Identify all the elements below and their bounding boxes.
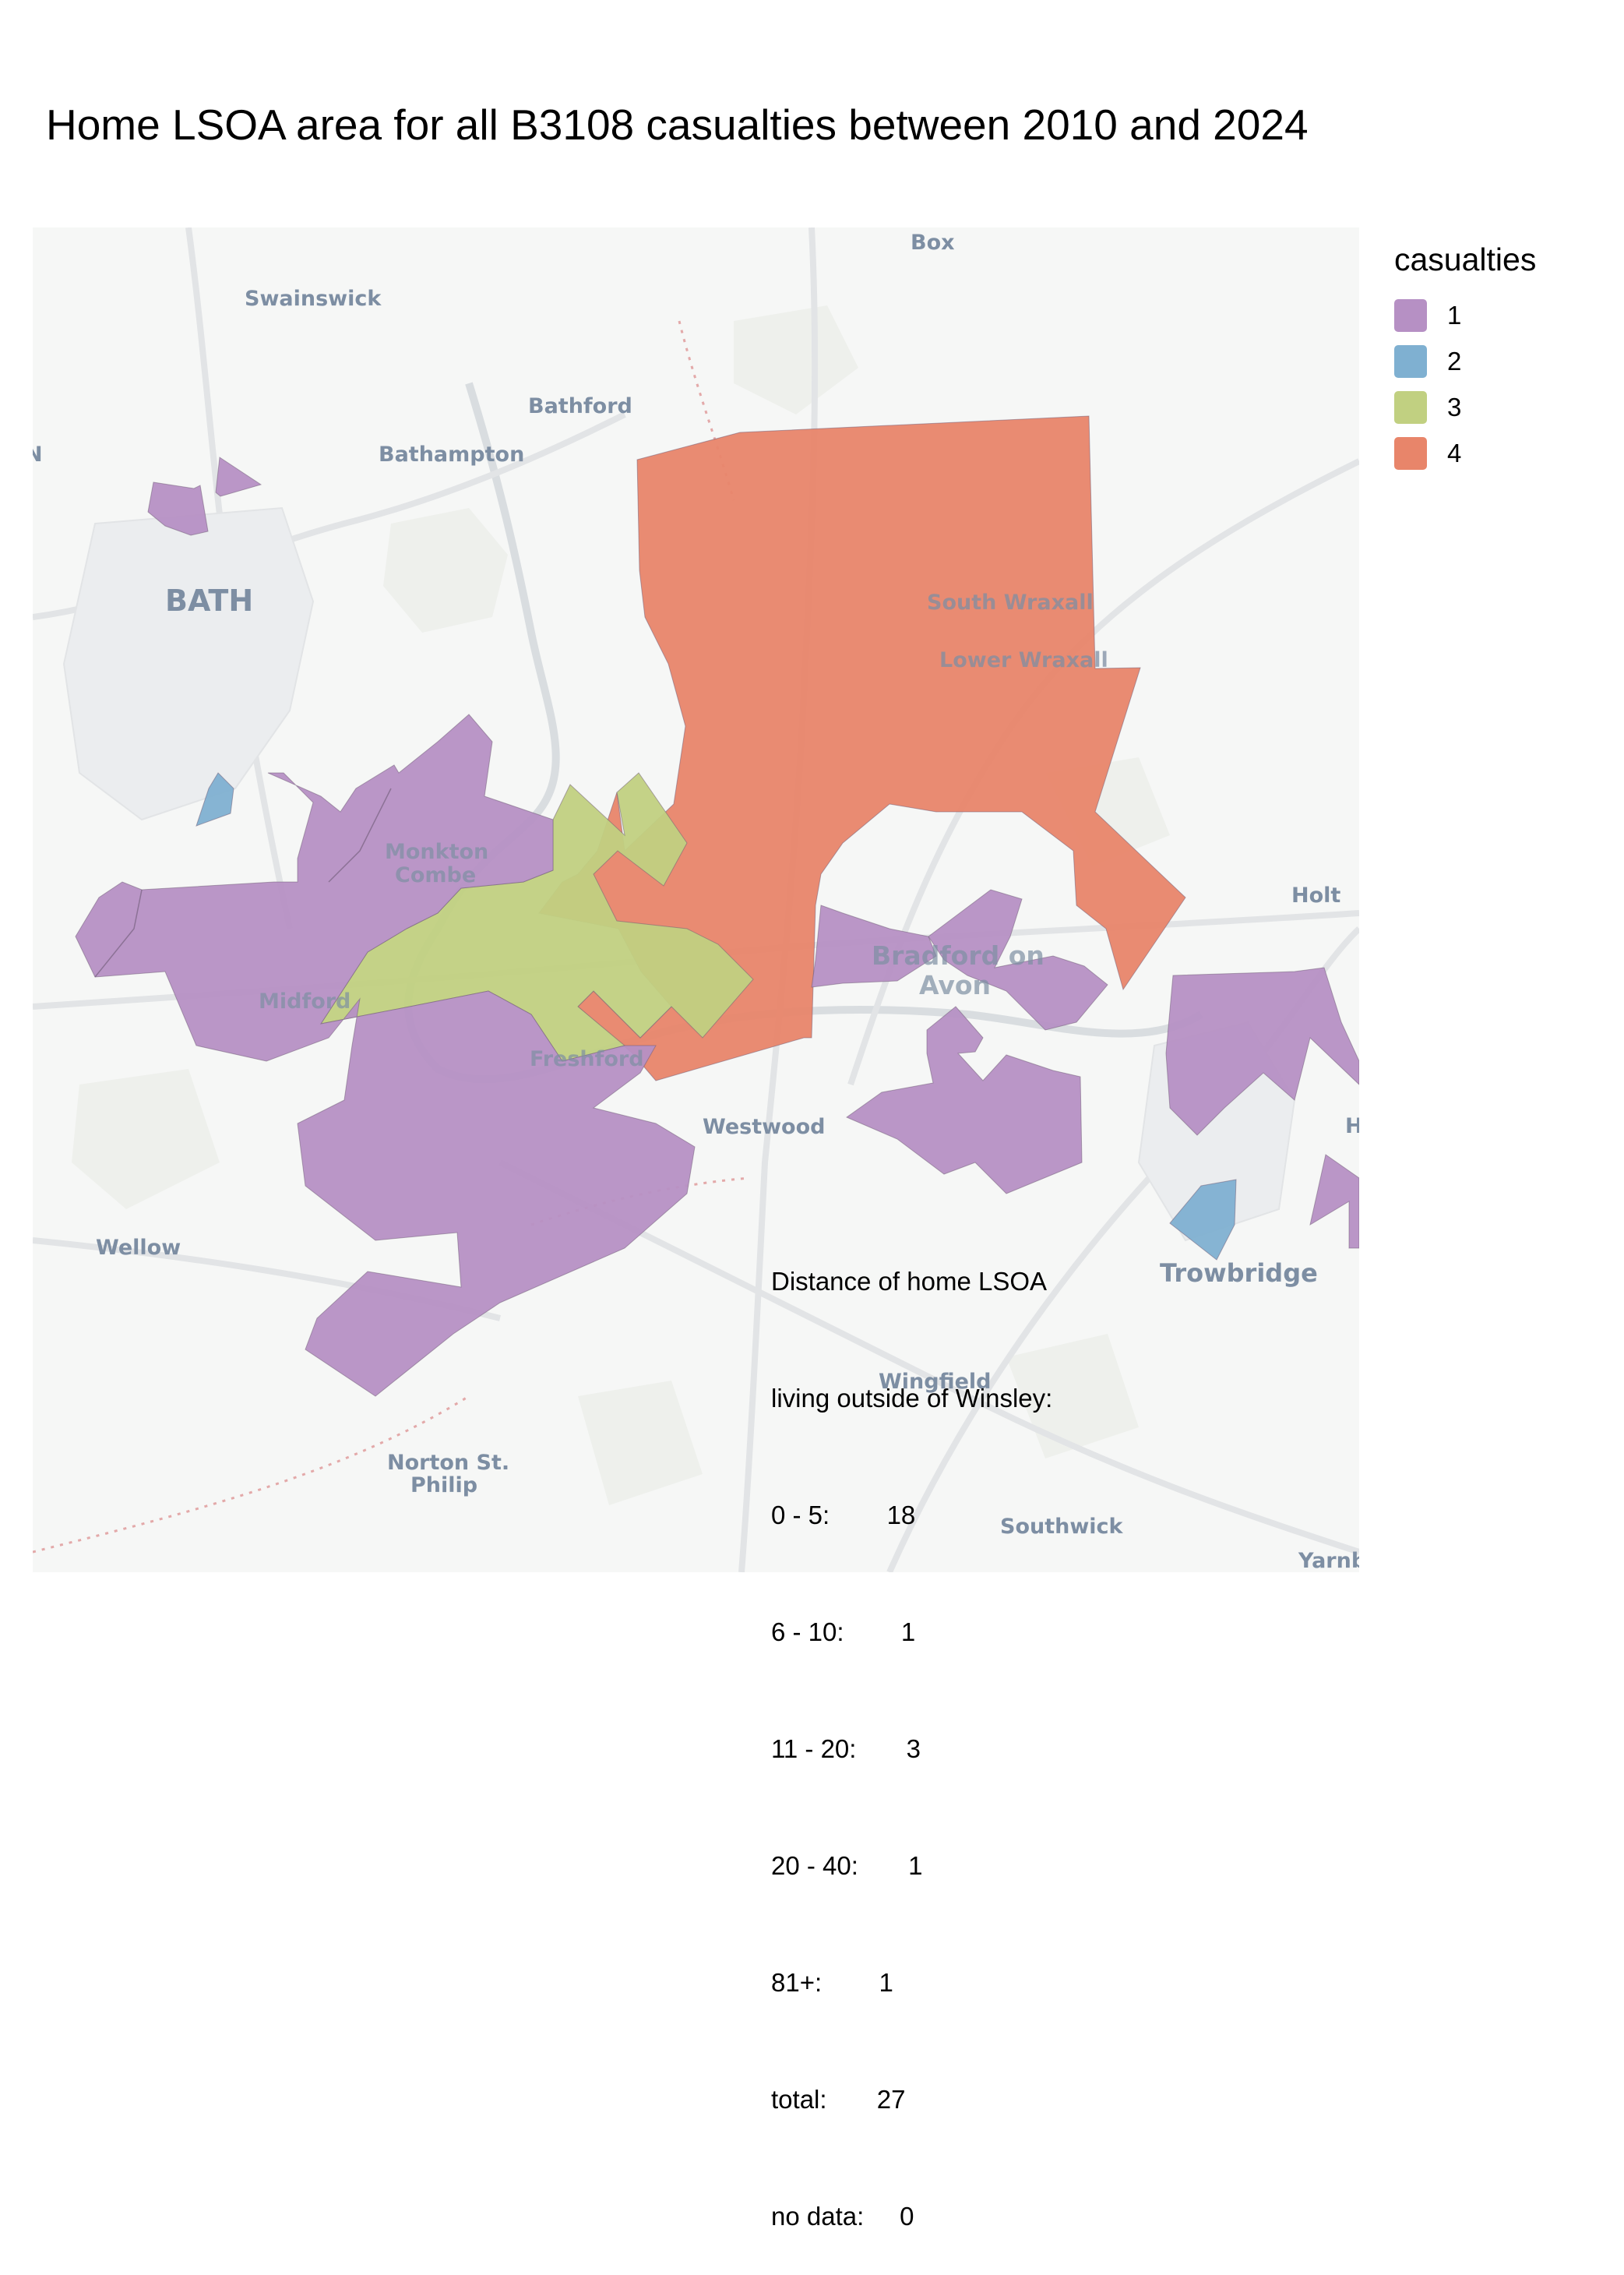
- lsoa-region-1-bath-a[interactable]: [147, 481, 209, 536]
- legend-item[interactable]: 2: [1394, 338, 1536, 384]
- legend-swatch: [1394, 344, 1427, 378]
- legend-item[interactable]: 1: [1394, 292, 1536, 338]
- place-lower-wraxall: Lower Wraxall: [939, 648, 1108, 672]
- place-yarnbrook-partial: Yarnb: [1298, 1549, 1359, 1572]
- lsoa-region-4-north[interactable]: [538, 415, 1186, 1081]
- legend-item[interactable]: 4: [1394, 430, 1536, 476]
- annotation-line1: Distance of home LSOA: [771, 1267, 1048, 1296]
- annotation-line2: living outside of Winsley:: [771, 1384, 1053, 1413]
- lsoa-internal-boundary: [94, 788, 392, 978]
- annotation-row-label: no data:: [771, 2202, 865, 2231]
- legend-label: 1: [1447, 300, 1462, 330]
- basemap-svg: Box Swainswick Bathford Bathampton BATH …: [33, 227, 1359, 1572]
- distance-annotation: Distance of home LSOA living outside of …: [771, 1184, 1052, 2275]
- annotation-row-label: 20 - 40:: [771, 1851, 858, 1880]
- place-south-wraxall: South Wraxall: [927, 591, 1094, 615]
- legend: casualties 1 2 3 4: [1394, 242, 1536, 476]
- legend-item[interactable]: 3: [1394, 384, 1536, 430]
- place-wingfield: Wingfield: [879, 1370, 992, 1394]
- place-labels: Box Swainswick Bathford Bathampton BATH …: [33, 231, 1359, 1572]
- place-box: Box: [911, 231, 955, 255]
- lsoa-region-1-bradford-south[interactable]: [845, 1006, 1083, 1194]
- annotation-row-label: 0 - 5:: [771, 1501, 830, 1529]
- legend-swatch: [1394, 436, 1427, 470]
- place-trowbridge: Trowbridge: [1160, 1258, 1318, 1288]
- annotation-row: total: 27: [771, 2080, 1052, 2119]
- place-midford: Midford: [259, 989, 351, 1014]
- lsoa-region-1-bradford-west[interactable]: [811, 905, 937, 988]
- legend-label: 2: [1447, 346, 1462, 376]
- lsoa-polygons: [75, 415, 1359, 1397]
- annotation-row-value: 1: [879, 1968, 893, 1997]
- annotation-row-label: 81+:: [771, 1968, 823, 1997]
- place-monkton-2: Combe: [395, 863, 476, 887]
- annotation-row: 81+: 1: [771, 1963, 1052, 2002]
- lsoa-region-1-southwest[interactable]: [75, 714, 696, 1397]
- place-norton-1: Norton St.: [387, 1451, 509, 1475]
- place-edge-partial: N: [33, 443, 43, 467]
- legend-label: 3: [1447, 392, 1462, 421]
- place-westwood: Westwood: [703, 1115, 825, 1139]
- place-bath: BATH: [165, 584, 253, 618]
- legend-swatch: [1394, 298, 1427, 332]
- place-monkton-1: Monkton: [385, 840, 488, 864]
- annotation-row-label: 11 - 20:: [771, 1734, 857, 1763]
- annotation-row: 6 - 10: 1: [771, 1613, 1052, 1652]
- legend-label: 4: [1447, 438, 1462, 467]
- map-title: Home LSOA area for all B3108 casualties …: [46, 101, 1309, 149]
- place-bradford-1: Bradford on: [872, 940, 1045, 971]
- place-wellow: Wellow: [96, 1236, 181, 1260]
- place-swainswick: Swainswick: [245, 287, 382, 311]
- place-bathford: Bathford: [528, 394, 632, 418]
- annotation-row-label: 6 - 10:: [771, 1617, 844, 1646]
- annotation-row: 20 - 40: 1: [771, 1846, 1052, 1885]
- annotation-row-value: 1: [900, 1617, 916, 1646]
- place-bathampton: Bathampton: [379, 443, 524, 467]
- annotation-row-label: total:: [771, 2085, 827, 2114]
- lsoa-region-2-trowbridge[interactable]: [1169, 1179, 1237, 1261]
- annotation-row-value: 0: [900, 2202, 914, 2231]
- legend-swatch: [1394, 390, 1427, 424]
- place-holt: Holt: [1291, 884, 1340, 908]
- lsoa-region-1-trowbridge-east[interactable]: [1309, 1154, 1359, 1249]
- map-area[interactable]: Box Swainswick Bathford Bathampton BATH …: [33, 227, 1359, 1572]
- annotation-row-value: 1: [908, 1851, 923, 1880]
- place-freshford: Freshford: [530, 1047, 644, 1071]
- lsoa-region-2-bath[interactable]: [196, 772, 234, 827]
- annotation-row-value: 3: [906, 1734, 921, 1763]
- annotation-row-value: 18: [886, 1501, 916, 1529]
- lsoa-region-1-bath-b[interactable]: [215, 457, 262, 497]
- place-bradford-2: Avon: [919, 970, 991, 1000]
- place-hilperton-partial: H: [1345, 1114, 1359, 1138]
- annotation-row: 11 - 20: 3: [771, 1730, 1052, 1769]
- place-norton-2: Philip: [410, 1473, 477, 1497]
- annotation-row: 0 - 5: 18: [771, 1496, 1052, 1535]
- annotation-row-value: 27: [876, 2085, 906, 2114]
- lsoa-region-1-trowbridge-north[interactable]: [1165, 967, 1359, 1136]
- place-labels-overlay: South Wraxall Lower Wraxall Monkton Comb…: [259, 591, 1108, 1071]
- place-southwick: Southwick: [1000, 1515, 1124, 1539]
- lsoa-region-1-bradford-east[interactable]: [928, 889, 1108, 1031]
- legend-title: casualties: [1394, 242, 1537, 277]
- annotation-row: no data: 0: [771, 2197, 1052, 2236]
